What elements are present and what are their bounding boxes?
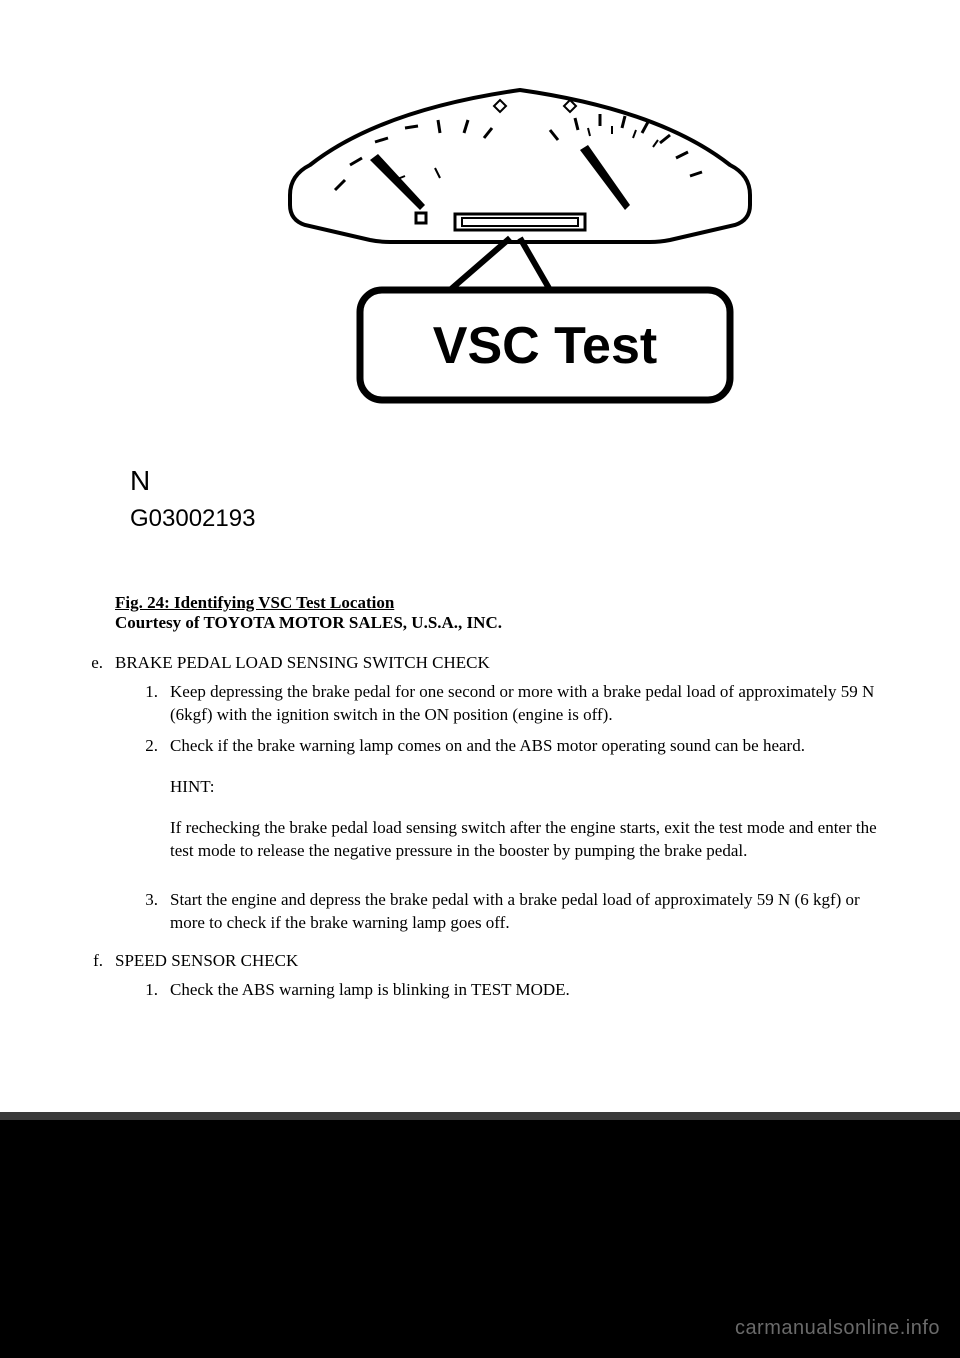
code-number: G03002193 — [130, 505, 900, 533]
step-e1: 1. Keep depressing the brake pedal for o… — [145, 681, 900, 727]
step-e2: 2. Check if the brake warning lamp comes… — [145, 735, 900, 881]
section-e-content: BRAKE PEDAL LOAD SENSING SWITCH CHECK 1.… — [115, 653, 900, 943]
callout-text: VSC Test — [433, 317, 657, 375]
step-f1-text: Check the ABS warning lamp is blinking i… — [170, 979, 900, 1002]
hint-label: HINT: — [170, 776, 890, 799]
section-e: e. BRAKE PEDAL LOAD SENSING SWITCH CHECK… — [90, 653, 900, 943]
document-page: VSC Test N G03002193 Fig. 24: Identifyin… — [0, 0, 960, 1120]
section-e-title: BRAKE PEDAL LOAD SENSING SWITCH CHECK — [115, 653, 900, 673]
marker-e2: 2. — [145, 735, 170, 881]
code-letter: N — [130, 465, 900, 497]
caption-courtesy: Courtesy of TOYOTA MOTOR SALES, U.S.A., … — [115, 613, 900, 633]
section-e-steps: 1. Keep depressing the brake pedal for o… — [145, 681, 900, 935]
section-f-title: SPEED SENSOR CHECK — [115, 951, 900, 971]
hint-text: If rechecking the brake pedal load sensi… — [170, 817, 890, 863]
section-f-content: SPEED SENSOR CHECK 1. Check the ABS warn… — [115, 951, 900, 1010]
hint-block: HINT: If rechecking the brake pedal load… — [170, 776, 890, 863]
figure-codes: N G03002193 — [130, 465, 900, 533]
step-e3: 3. Start the engine and depress the brak… — [145, 889, 900, 935]
step-f1: 1. Check the ABS warning lamp is blinkin… — [145, 979, 900, 1002]
figure-caption: Fig. 24: Identifying VSC Test Location C… — [115, 593, 900, 633]
step-e1-text: Keep depressing the brake pedal for one … — [170, 681, 900, 727]
caption-title: Fig. 24: Identifying VSC Test Location — [115, 593, 900, 613]
dashboard-illustration: VSC Test — [240, 20, 800, 435]
step-e3-text: Start the engine and depress the brake p… — [170, 889, 900, 935]
watermark: carmanualsonline.info — [735, 1317, 940, 1340]
marker-e3: 3. — [145, 889, 170, 935]
bottom-divider — [0, 1112, 960, 1120]
marker-f1: 1. — [145, 979, 170, 1002]
step-e2-text: Check if the brake warning lamp comes on… — [170, 735, 890, 758]
marker-f: f. — [90, 951, 115, 1010]
marker-e1: 1. — [145, 681, 170, 727]
step-e2-content: Check if the brake warning lamp comes on… — [170, 735, 900, 881]
section-f-steps: 1. Check the ABS warning lamp is blinkin… — [145, 979, 900, 1002]
section-f: f. SPEED SENSOR CHECK 1. Check the ABS w… — [90, 951, 900, 1010]
marker-e: e. — [90, 653, 115, 943]
figure-container: VSC Test N G03002193 — [60, 20, 900, 533]
procedure-list: e. BRAKE PEDAL LOAD SENSING SWITCH CHECK… — [90, 653, 900, 1009]
